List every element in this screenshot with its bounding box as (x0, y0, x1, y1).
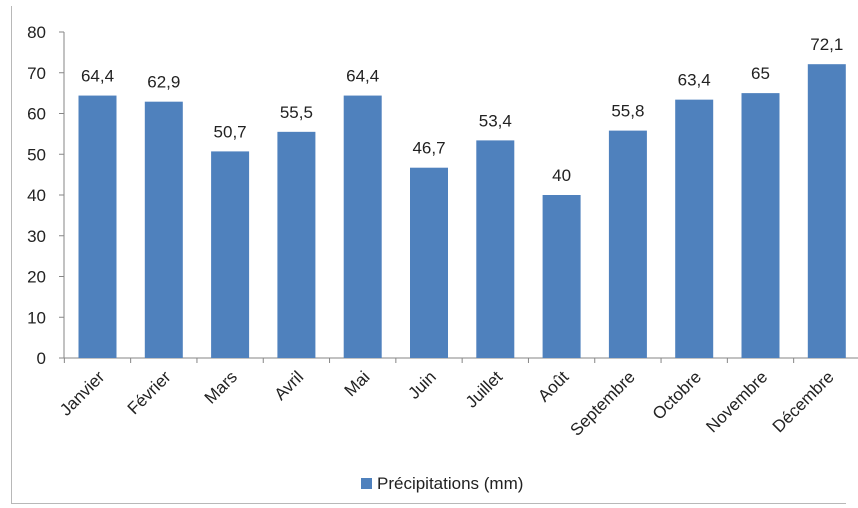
data-label: 63,4 (678, 71, 711, 90)
y-tick-label: 40 (27, 186, 46, 205)
bar (410, 167, 448, 358)
bar (277, 131, 316, 358)
bar (675, 99, 714, 359)
category-label: Avril (271, 367, 308, 404)
legend-label: Précipitations (mm) (377, 474, 523, 493)
category-label: Janvier (56, 367, 108, 419)
data-labels: 64,4 62,9 50,7 55,5 64,4 46,7 53,4 40 55,8 63,4 65… (81, 35, 843, 185)
axes (63, 32, 858, 363)
data-label: 53,4 (479, 111, 512, 130)
category-label: Novembre (702, 367, 771, 436)
bar (144, 101, 183, 359)
legend-swatch (361, 478, 372, 489)
bar (807, 64, 846, 358)
data-label: 46,7 (412, 139, 445, 158)
y-tick-label: 60 (27, 105, 46, 124)
bars (78, 64, 846, 359)
category-label: Août (534, 367, 572, 405)
bar (542, 195, 581, 358)
bar (343, 95, 382, 358)
category-label: Février (124, 367, 175, 418)
y-tick-label: 0 (37, 349, 46, 368)
data-label: 64,4 (346, 67, 379, 86)
bar (608, 130, 647, 358)
data-label: 64,4 (81, 67, 114, 86)
bar (741, 93, 780, 358)
category-label: Juin (404, 367, 439, 402)
category-label: Octobre (649, 367, 705, 423)
y-tick-label: 50 (27, 145, 46, 164)
data-label: 40 (552, 166, 571, 185)
category-labels: Janvier Février Mars Avril Mai Juin Juillet Aoû… (56, 367, 837, 439)
y-tick-label: 70 (27, 64, 46, 83)
category-label: Mars (201, 367, 241, 407)
data-label: 62,9 (147, 73, 180, 92)
category-label: Mai (341, 367, 374, 400)
category-label: Décembre (769, 367, 838, 436)
bar (78, 95, 117, 358)
bar (211, 151, 250, 358)
category-label: Septembre (566, 367, 638, 439)
data-label: 55,5 (280, 103, 313, 122)
category-label: Juillet (462, 367, 506, 411)
y-tick-label: 80 (27, 23, 46, 42)
chart-frame (11, 6, 846, 504)
legend: Précipitations (mm) (361, 474, 523, 493)
data-label: 55,8 (611, 102, 644, 121)
data-label: 72,1 (810, 35, 843, 54)
bar (476, 140, 515, 358)
data-label: 65 (751, 64, 770, 83)
y-tick-label: 20 (27, 268, 46, 287)
data-label: 50,7 (214, 122, 247, 141)
y-tick-label: 10 (27, 308, 46, 327)
y-axis-ticks: 0 10 20 30 40 50 60 70 80 (27, 23, 64, 368)
y-tick-label: 30 (27, 227, 46, 246)
